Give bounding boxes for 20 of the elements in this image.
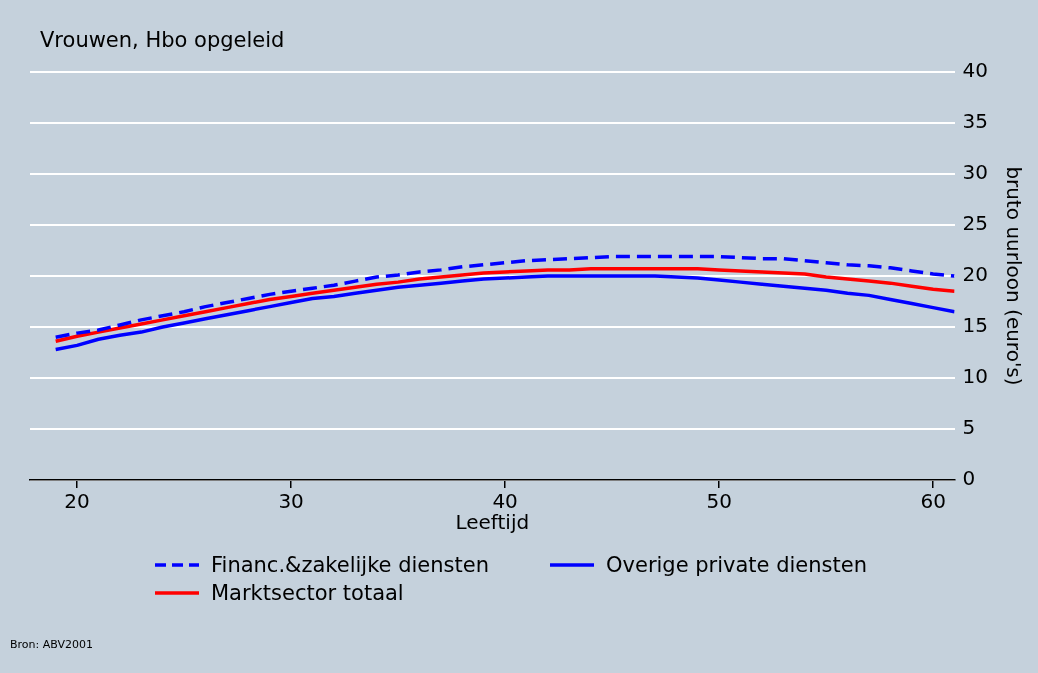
y-tick-label: 10 [962,364,988,389]
y-tick-label: 35 [962,109,988,134]
x-tick-label: 30 [278,489,304,514]
y-tick-label: 15 [962,313,988,338]
x-tick-label: 20 [64,489,90,514]
legend-label: Financ.&zakelijke diensten [211,553,490,577]
legend-label: Marktsector totaal [211,581,404,605]
x-tick-label: 50 [706,489,732,514]
y-tick-label: 40 [962,58,988,83]
y-tick-label: 25 [962,211,988,236]
y-tick-label: 30 [962,160,988,185]
y-axis-title: bruto uurloon (euro's) [1001,166,1026,386]
text: Bron: ABV2001 [10,638,93,651]
legend-label: Overige private diensten [606,553,867,577]
x-tick-label: 60 [920,489,946,514]
line-series [53,254,955,339]
chart-title: Vrouwen, Hbo opgeleid [40,28,285,52]
y-tick-label: 5 [962,415,976,440]
y-tick-label: 0 [962,466,976,491]
y-tick-label: 20 [962,262,988,287]
